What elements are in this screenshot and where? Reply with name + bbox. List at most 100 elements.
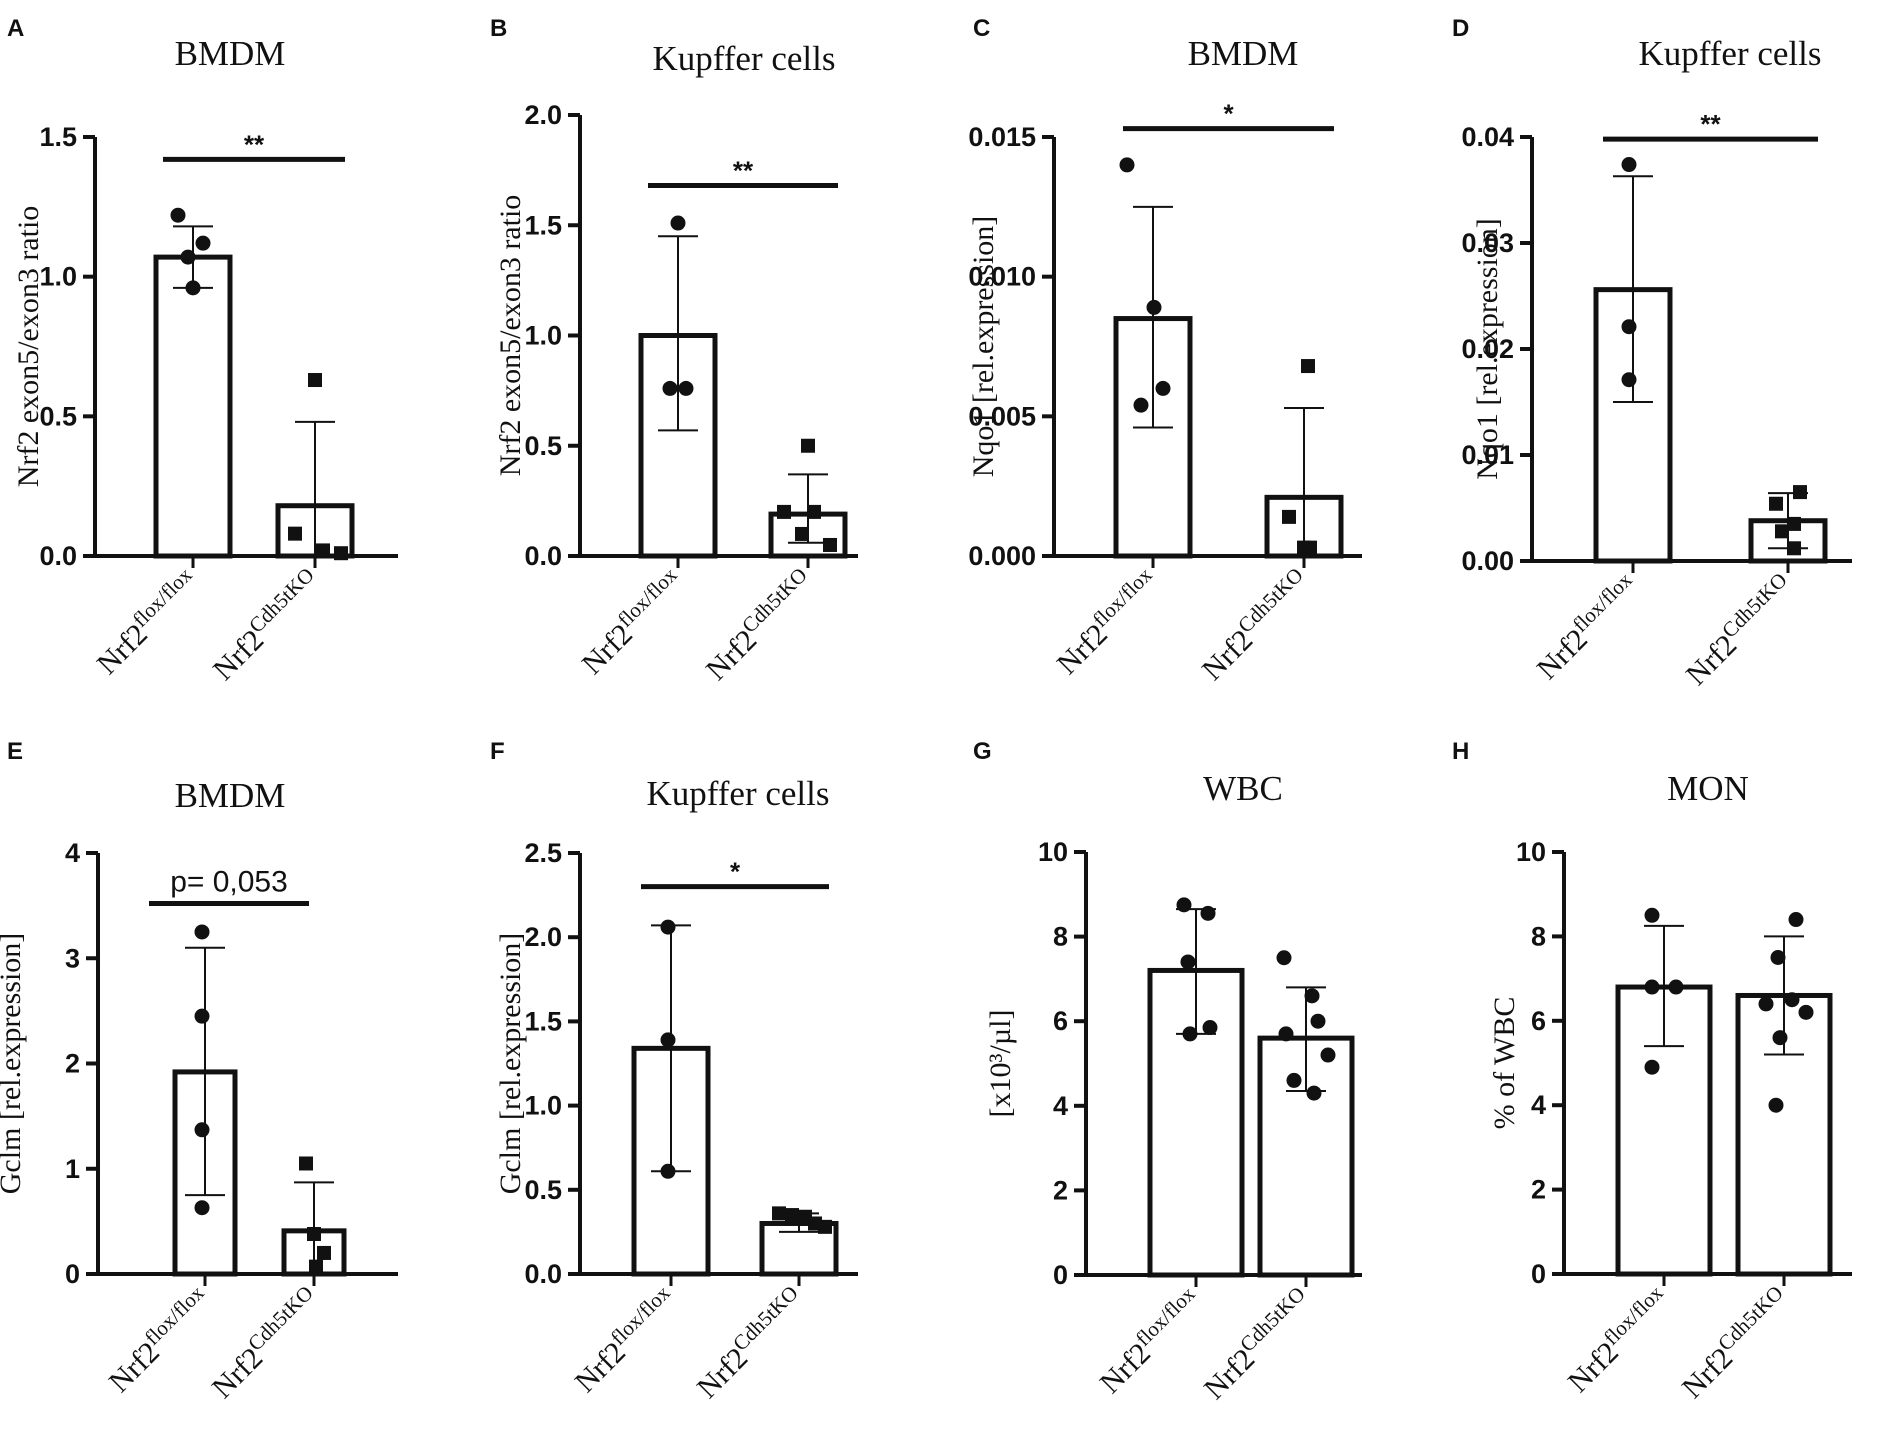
data-point [662, 380, 678, 396]
x-label-superscript: Cdh5tKO [244, 563, 319, 638]
panel-title: BMDM [175, 34, 286, 73]
data-point [316, 543, 330, 558]
panel-h: H MON % of WBC 0 2 4 6 8 10 Nrf2flox/floxNrf2Cdh5… [1452, 738, 1852, 1405]
x-label-superscript: Cdh5tKO [737, 563, 812, 638]
x-category-label: Nrf2flox/flox [573, 562, 692, 681]
y-tick-label: 8 [1531, 921, 1546, 951]
panel-title: BMDM [1188, 34, 1299, 73]
panel-letter: E [7, 738, 23, 765]
x-category-label: Nrf2Cdh5tKO [688, 1281, 812, 1405]
panel-c: C BMDM Nqo1 [rel.expression] 0.000 0.005 0.01… [967, 15, 1362, 687]
data-point [807, 504, 821, 519]
panel-letter: G [973, 738, 992, 765]
panel-letter: H [1452, 738, 1469, 765]
x-label-superscript: flox/flox [1599, 1280, 1668, 1349]
data-point [185, 280, 201, 296]
data-point [1769, 496, 1783, 511]
panel-letter: C [973, 15, 990, 42]
data-point [1621, 157, 1637, 173]
data-point [1146, 299, 1162, 315]
significance-label: * [730, 857, 741, 887]
data-point [1768, 1097, 1784, 1113]
y-tick-label: 1.0 [524, 1091, 562, 1121]
y-tick-label: 4 [1531, 1090, 1546, 1120]
data-point [1301, 359, 1315, 374]
x-category-label: Nrf2flox/flox [566, 1280, 685, 1399]
y-axis-label: % of WBC [1488, 997, 1521, 1130]
y-axis-label: Gclm [rel.expression] [0, 933, 27, 1195]
y-axis-label: Gclm [rel.expression] [494, 933, 527, 1195]
panel-title: WBC [1203, 769, 1283, 808]
x-label-superscript: Cdh5tKO [243, 1281, 318, 1356]
y-tick-label: 0.5 [524, 1175, 562, 1205]
data-point [317, 1245, 331, 1260]
significance-label: ** [1700, 109, 1721, 139]
data-point [1668, 979, 1684, 995]
data-point [170, 207, 186, 223]
data-point [678, 380, 694, 396]
x-label-superscript: flox/flox [140, 1280, 209, 1349]
bar-flox [153, 254, 233, 559]
y-tick-label: 10 [1516, 837, 1546, 867]
data-point [1119, 157, 1135, 173]
panel-g: G WBC [x10³/µl] 0 2 4 6 8 10 Nrf2flox/floxNrf2Cdh… [973, 738, 1362, 1406]
data-point [1621, 372, 1637, 388]
data-point [1182, 1026, 1198, 1042]
panel-letter: A [7, 15, 24, 42]
y-tick-label: 0.0 [524, 541, 562, 571]
x-category-label: Nrf2Cdh5tKO [1193, 563, 1317, 687]
data-point [1775, 524, 1789, 539]
data-point [660, 1032, 676, 1048]
y-tick-label: 8 [1053, 922, 1068, 952]
x-category-label: Nrf2Cdh5tKO [1673, 1281, 1797, 1405]
y-tick-label: 2.0 [524, 922, 562, 952]
x-label-superscript: flox/flox [613, 562, 682, 631]
data-point [309, 1259, 323, 1274]
data-point [180, 249, 196, 265]
data-point [194, 1200, 210, 1216]
data-point [1276, 950, 1292, 966]
panel-title: MON [1667, 769, 1749, 808]
significance-label: ** [244, 129, 265, 159]
x-label-superscript: flox/flox [1088, 562, 1157, 631]
data-point [660, 919, 676, 935]
y-tick-label: 0.010 [968, 262, 1036, 292]
x-label-superscript: flox/flox [606, 1280, 675, 1349]
y-tick-label: 1.0 [39, 262, 77, 292]
x-category-label: Nrf2Cdh5tKO [697, 563, 821, 687]
data-point [1202, 1020, 1218, 1036]
x-label-superscript: Cdh5tKO [1713, 1281, 1788, 1356]
data-point [307, 1227, 321, 1242]
data-point [1787, 516, 1801, 531]
x-label-superscript: Cdh5tKO [1235, 1282, 1310, 1357]
x-label-superscript: Cdh5tKO [1233, 563, 1308, 638]
data-point [1644, 1059, 1660, 1075]
y-tick-label: 2 [65, 1049, 80, 1079]
data-point [801, 438, 815, 453]
x-category-label: Nrf2flox/flox [1048, 562, 1167, 681]
panel-title: Kupffer cells [1638, 34, 1821, 73]
y-tick-label: 0 [65, 1259, 80, 1289]
panel-f: F Kupffer cells Gclm [rel.expression] 0.0 0.… [490, 738, 858, 1405]
y-tick-label: 0.0 [39, 541, 77, 571]
y-tick-label: 1 [65, 1154, 80, 1184]
data-point [1798, 1004, 1814, 1020]
data-point [818, 1219, 832, 1234]
y-tick-label: 0.000 [968, 541, 1036, 571]
y-axis-label: Nrf2 exon5/exon3 ratio [12, 206, 45, 488]
data-point [1304, 988, 1320, 1004]
x-category-label: Nrf2flox/flox [100, 1280, 219, 1399]
y-tick-label: 2 [1531, 1175, 1546, 1205]
data-point [1758, 996, 1774, 1012]
x-label-superscript: flox/flox [1131, 1281, 1200, 1350]
x-category-label: Nrf2flox/flox [1528, 567, 1647, 686]
y-tick-label: 0.5 [39, 401, 77, 431]
x-label-superscript: Cdh5tKO [1717, 568, 1792, 643]
y-axis-label: Nrf2 exon5/exon3 ratio [494, 195, 527, 477]
panel-title: Kupffer cells [652, 39, 835, 78]
panel-a: A BMDM Nrf2 exon5/exon3 ratio 0.0 0.5 1.0 1.5 N… [7, 15, 398, 687]
data-point [1176, 897, 1192, 913]
data-point [1306, 1085, 1322, 1101]
data-point [1770, 950, 1786, 965]
